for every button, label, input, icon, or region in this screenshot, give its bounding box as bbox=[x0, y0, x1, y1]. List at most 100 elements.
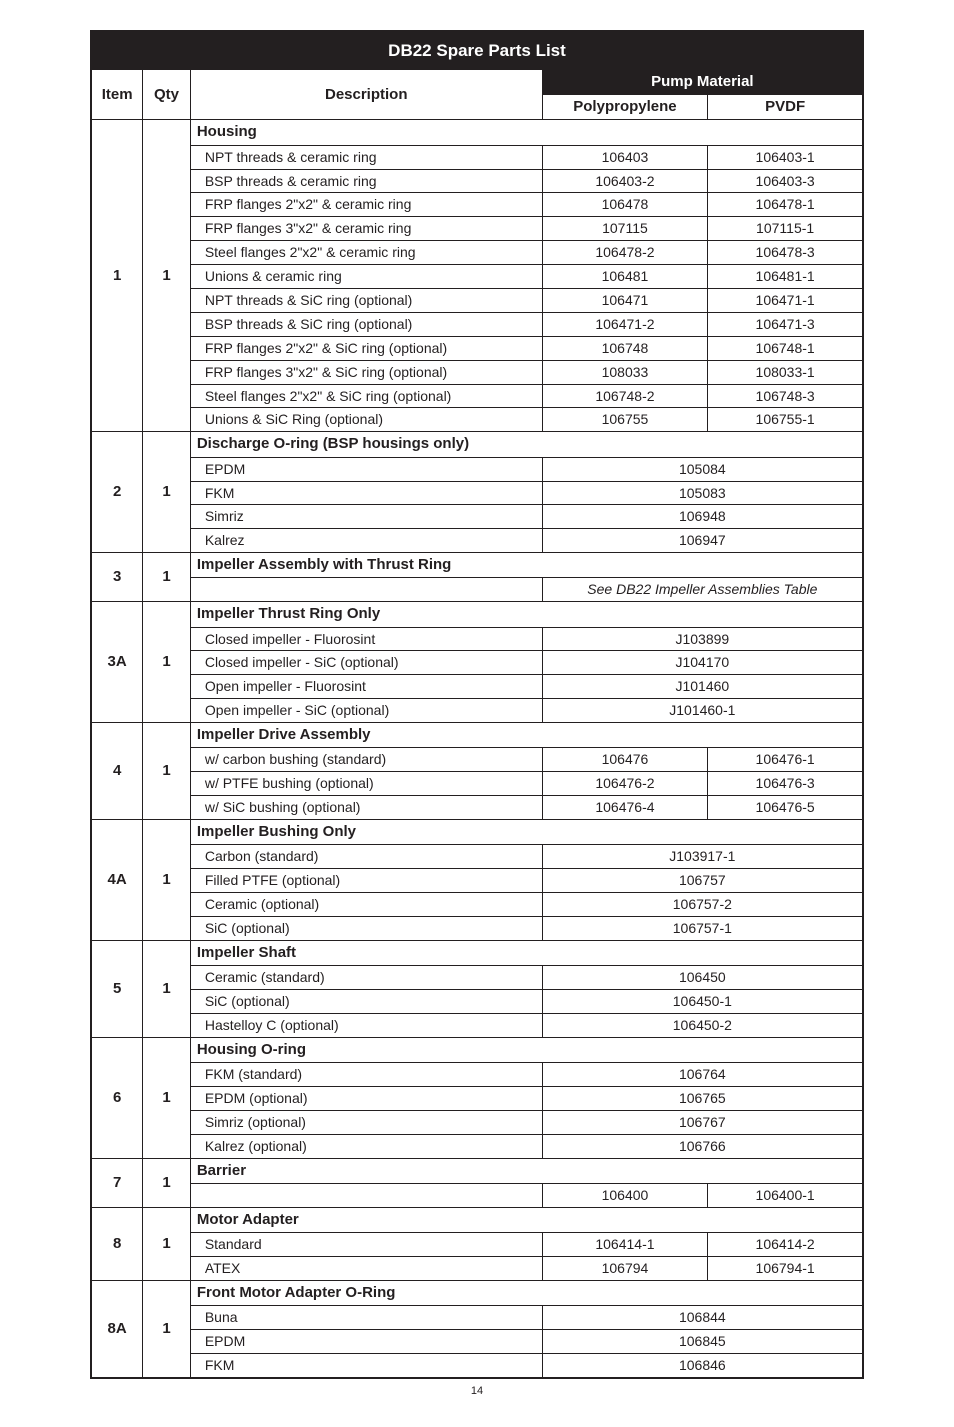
col-pump-material: Pump Material bbox=[542, 69, 863, 94]
part-number-pp: 106476-2 bbox=[542, 772, 708, 796]
description-cell: NPT threads & SiC ring (optional) bbox=[190, 289, 542, 313]
qty-cell: 1 bbox=[143, 553, 191, 602]
description-cell: EPDM (optional) bbox=[190, 1086, 542, 1110]
col-description: Description bbox=[190, 69, 542, 120]
spare-parts-table: DB22 Spare Parts ListItemQtyDescriptionP… bbox=[90, 30, 864, 1379]
part-number-pp: 106794 bbox=[542, 1256, 708, 1280]
part-number: 105084 bbox=[542, 457, 863, 481]
part-number-pp: 106471-2 bbox=[542, 312, 708, 336]
item-cell: 3 bbox=[91, 553, 143, 602]
qty-cell: 1 bbox=[143, 723, 191, 820]
description-cell: FRP flanges 3"x2" & SiC ring (optional) bbox=[190, 360, 542, 384]
part-number: 106947 bbox=[542, 529, 863, 553]
section-header: Housing O-ring bbox=[190, 1037, 863, 1062]
description-cell: Buna bbox=[190, 1306, 542, 1330]
part-number: 106450 bbox=[542, 966, 863, 990]
section-header: Housing bbox=[190, 120, 863, 145]
description-cell: Filled PTFE (optional) bbox=[190, 869, 542, 893]
item-cell: 4 bbox=[91, 723, 143, 820]
item-cell: 7 bbox=[91, 1158, 143, 1207]
description-cell: w/ PTFE bushing (optional) bbox=[190, 772, 542, 796]
description-cell: FRP flanges 3"x2" & ceramic ring bbox=[190, 217, 542, 241]
description-cell: EPDM bbox=[190, 457, 542, 481]
section-header: Impeller Drive Assembly bbox=[190, 723, 863, 748]
part-number-pp: 106403-2 bbox=[542, 169, 708, 193]
description-cell: Ceramic (standard) bbox=[190, 966, 542, 990]
part-number-pp: 106478 bbox=[542, 193, 708, 217]
qty-cell: 1 bbox=[143, 940, 191, 1037]
part-number-pvdf: 106481-1 bbox=[708, 265, 863, 289]
description-cell: FKM bbox=[190, 1353, 542, 1377]
part-number: J104170 bbox=[542, 651, 863, 675]
item-cell: 3A bbox=[91, 602, 143, 723]
part-number-pvdf: 106414-2 bbox=[708, 1233, 863, 1257]
part-number-pp: 106414-1 bbox=[542, 1233, 708, 1257]
description-cell: Simriz bbox=[190, 505, 542, 529]
description-cell: w/ SiC bushing (optional) bbox=[190, 796, 542, 820]
part-number: 106764 bbox=[542, 1063, 863, 1087]
col-qty: Qty bbox=[143, 69, 191, 120]
part-number: 106450-1 bbox=[542, 990, 863, 1014]
description-cell: Carbon (standard) bbox=[190, 845, 542, 869]
part-number-pvdf: 106476-5 bbox=[708, 796, 863, 820]
part-number-pp: 107115 bbox=[542, 217, 708, 241]
description-cell: Unions & ceramic ring bbox=[190, 265, 542, 289]
part-number: 106757 bbox=[542, 869, 863, 893]
part-number-pvdf: 106403-3 bbox=[708, 169, 863, 193]
item-cell: 4A bbox=[91, 820, 143, 941]
table-title: DB22 Spare Parts List bbox=[91, 31, 863, 69]
part-number-pvdf: 106476-1 bbox=[708, 748, 863, 772]
part-number-pvdf: 106471-1 bbox=[708, 289, 863, 313]
description-cell: Hastelloy C (optional) bbox=[190, 1013, 542, 1037]
description-cell: Closed impeller - Fluorosint bbox=[190, 627, 542, 651]
description-cell bbox=[190, 1183, 542, 1207]
item-cell: 8 bbox=[91, 1207, 143, 1280]
part-number: J101460 bbox=[542, 675, 863, 699]
col-item: Item bbox=[91, 69, 143, 120]
section-header: Discharge O-ring (BSP housings only) bbox=[190, 432, 863, 457]
section-header: Motor Adapter bbox=[190, 1207, 863, 1232]
part-number: 106845 bbox=[542, 1329, 863, 1353]
part-number-pp: 106755 bbox=[542, 408, 708, 432]
part-number: 106844 bbox=[542, 1306, 863, 1330]
description-cell: ATEX bbox=[190, 1256, 542, 1280]
description-cell: Kalrez (optional) bbox=[190, 1134, 542, 1158]
description-cell: Ceramic (optional) bbox=[190, 893, 542, 917]
qty-cell: 1 bbox=[143, 820, 191, 941]
part-number: 106757-1 bbox=[542, 916, 863, 940]
part-number-pvdf: 106400-1 bbox=[708, 1183, 863, 1207]
part-number: 106757-2 bbox=[542, 893, 863, 917]
description-cell: FKM (standard) bbox=[190, 1063, 542, 1087]
qty-cell: 1 bbox=[143, 1037, 191, 1158]
part-number-pvdf: 106755-1 bbox=[708, 408, 863, 432]
part-number: 105083 bbox=[542, 481, 863, 505]
col-polypropylene: Polypropylene bbox=[542, 95, 708, 120]
section-header: Front Motor Adapter O-Ring bbox=[190, 1280, 863, 1305]
section-header: Impeller Thrust Ring Only bbox=[190, 602, 863, 627]
part-number: 106450-2 bbox=[542, 1013, 863, 1037]
qty-cell: 1 bbox=[143, 602, 191, 723]
part-number-pp: 106403 bbox=[542, 145, 708, 169]
part-number-pp: 106476 bbox=[542, 748, 708, 772]
description-cell: SiC (optional) bbox=[190, 990, 542, 1014]
part-number-pp: 106471 bbox=[542, 289, 708, 313]
description-cell: Unions & SiC Ring (optional) bbox=[190, 408, 542, 432]
col-pvdf: PVDF bbox=[708, 95, 863, 120]
description-cell: SiC (optional) bbox=[190, 916, 542, 940]
part-number: 106766 bbox=[542, 1134, 863, 1158]
part-number: 106846 bbox=[542, 1353, 863, 1377]
section-header: Barrier bbox=[190, 1158, 863, 1183]
description-cell: EPDM bbox=[190, 1329, 542, 1353]
description-cell: FRP flanges 2"x2" & ceramic ring bbox=[190, 193, 542, 217]
description-cell: BSP threads & SiC ring (optional) bbox=[190, 312, 542, 336]
part-number-pvdf: 106478-1 bbox=[708, 193, 863, 217]
part-number: J103899 bbox=[542, 627, 863, 651]
part-number: J101460-1 bbox=[542, 699, 863, 723]
section-header: Impeller Assembly with Thrust Ring bbox=[190, 553, 863, 578]
description-cell: w/ carbon bushing (standard) bbox=[190, 748, 542, 772]
part-number-pp: 106748-2 bbox=[542, 384, 708, 408]
part-number-pvdf: 106403-1 bbox=[708, 145, 863, 169]
description-cell: Standard bbox=[190, 1233, 542, 1257]
qty-cell: 1 bbox=[143, 432, 191, 553]
part-number: 106948 bbox=[542, 505, 863, 529]
